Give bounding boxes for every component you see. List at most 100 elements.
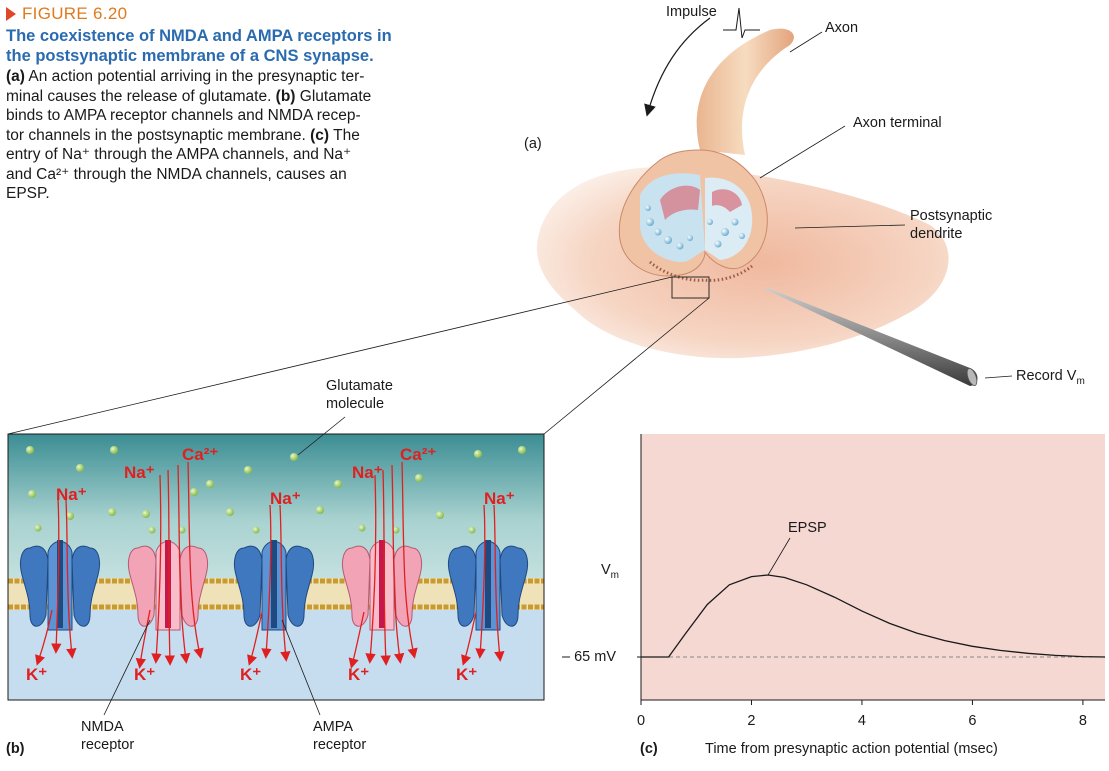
leader-epsp: [767, 537, 791, 576]
baseline-label: – 65 mV: [562, 649, 616, 665]
caption-line5: entry of Na⁺ through the AMPA channels, …: [6, 146, 352, 163]
leader-axon-terminal: [759, 125, 846, 179]
nmda-receptor-label: NMDA receptor: [81, 718, 134, 754]
ampa-label-line2: receptor: [313, 737, 367, 753]
caption-line7: EPSP.: [6, 185, 50, 202]
record-vm-text: Record V: [1016, 368, 1077, 384]
axon-shape: [696, 28, 794, 156]
synaptic-vesicles: [645, 205, 745, 250]
caption-line2-c: Glutamate: [295, 87, 372, 105]
caption-line1: An action potential arriving in the pres…: [24, 68, 365, 85]
postsynaptic-label-line1: Postsynaptic: [910, 208, 993, 224]
recording-electrode: [765, 287, 978, 386]
record-vm-label: Record Vm: [1016, 367, 1085, 391]
caption-line4-c: The: [329, 126, 360, 144]
panel-c-epsp-chart: 0 2 4 6 8: [637, 434, 1106, 729]
epsp-label: EPSP: [788, 520, 827, 536]
ca-label-1: Ca²⁺: [182, 445, 218, 464]
zoom-line-left: [7, 276, 673, 435]
k-label-1: K⁺: [26, 665, 47, 684]
record-vm-sub: m: [1076, 375, 1085, 387]
figure-caption: FIGURE 6.20 The coexistence of NMDA and …: [6, 4, 501, 204]
caption-ref-a: (a): [6, 68, 25, 85]
leader-axon: [789, 31, 823, 53]
k-label-4: K⁺: [348, 665, 369, 684]
leader-record: [984, 375, 1013, 379]
axon-terminal-label: Axon terminal: [853, 115, 942, 131]
glutamate-molecule-label: Glutamate molecule: [326, 377, 393, 413]
leader-dendrite: [794, 224, 906, 229]
epsp-curve: [641, 574, 1106, 658]
caption-ref-b: (b): [271, 87, 296, 105]
x-tick-label: 4: [858, 713, 866, 729]
nmda-receptor-1: [127, 540, 209, 631]
ampa-receptor-1: [19, 540, 101, 631]
ion-flow-arrows: [35, 461, 505, 669]
na-label-3: Na⁺: [270, 489, 301, 508]
glutamate-label-line2: molecule: [326, 396, 385, 412]
x-tick-label: 0: [637, 713, 645, 729]
chart-ylabel-sub: m: [610, 569, 620, 581]
na-label-2: Na⁺: [124, 463, 155, 482]
nmda-receptor-2: [341, 540, 423, 631]
panel-a-label: (a): [524, 136, 542, 152]
electrode-tip-opening: [966, 368, 978, 386]
x-ticks: 0 2 4 6 8: [637, 700, 1087, 729]
glutamate-molecules: [26, 446, 526, 534]
leader-glutamate: [297, 416, 346, 456]
k-label-5: K⁺: [456, 665, 477, 684]
figure-title-line2: the postsynaptic membrane of a CNS synap…: [6, 47, 374, 65]
postsynaptic-label-line2: dendrite: [910, 226, 963, 242]
postsynaptic-dendrite-label: Postsynaptic dendrite: [910, 207, 992, 243]
impulse-label: Impulse: [666, 4, 717, 20]
impulse-arrow: [644, 17, 711, 117]
figure-number-text: FIGURE 6.20: [22, 4, 128, 23]
x-tick-label: 8: [1079, 713, 1087, 729]
k-efflux-arrow-1: [35, 609, 53, 666]
chart-xlabel: Time from presynaptic action potential (…: [705, 741, 998, 757]
impulse-spike-icon: [723, 7, 760, 39]
glutamate-label-line1: Glutamate: [326, 378, 393, 394]
panel-a-synapse-illustration: [7, 7, 1013, 435]
caption-line4: tor channels in the postsynaptic membran…: [6, 126, 306, 144]
caption-line2: minal causes the release of glutamate.: [6, 87, 272, 105]
mitochondrion-shape: [660, 185, 700, 220]
na-label-4: Na⁺: [352, 463, 383, 482]
chart-plot-area: [641, 434, 1105, 700]
panel-c-label: (c): [640, 741, 658, 757]
ampa-receptor-label: AMPA receptor: [313, 718, 366, 754]
figure-number: FIGURE 6.20: [6, 4, 501, 24]
axon-label: Axon: [825, 20, 859, 36]
caption-line3: binds to AMPA receptor channels and NMDA…: [6, 107, 361, 124]
figure-description: (a) An action potential arriving in the …: [6, 67, 501, 204]
caption-ref-c: (c): [305, 126, 330, 144]
leader-ampa: [281, 619, 321, 716]
na-label-5: Na⁺: [484, 489, 515, 508]
ca-label-2: Ca²⁺: [400, 445, 436, 464]
chart-ylabel-text: V: [601, 562, 611, 578]
x-tick-label: 6: [968, 713, 976, 729]
na-label-1: Na⁺: [56, 485, 87, 504]
nmda-label-line2: receptor: [81, 737, 135, 753]
zoom-box: [671, 276, 710, 299]
leader-nmda: [103, 619, 151, 716]
ampa-receptor-3: [447, 540, 529, 631]
caption-line6: and Ca²⁺ through the NMDA channels, caus…: [6, 165, 347, 183]
chart-ylabel: Vm: [601, 561, 619, 585]
ampa-receptor-2: [233, 540, 315, 631]
figure-title-line1: The coexistence of NMDA and AMPA recepto…: [6, 27, 392, 45]
k-label-3: K⁺: [240, 665, 261, 684]
ampa-label-line1: AMPA: [313, 719, 354, 735]
x-tick-label: 2: [747, 713, 755, 729]
panel-b-label: (b): [6, 741, 25, 757]
nmda-label-line1: NMDA: [81, 719, 124, 735]
panel-b-membrane-illustration: Na⁺ Na⁺ Ca²⁺ Na⁺ Na⁺ Ca²⁺ Na⁺ K⁺ K⁺ K⁺ K…: [7, 416, 545, 716]
k-label-2: K⁺: [134, 665, 155, 684]
zoom-line-right: [543, 297, 710, 435]
mitochondrion-shape-2: [712, 189, 742, 212]
panel-b-frame: [7, 433, 545, 701]
triangle-bullet-icon: [6, 7, 16, 21]
figure-title: The coexistence of NMDA and AMPA recepto…: [6, 26, 501, 66]
